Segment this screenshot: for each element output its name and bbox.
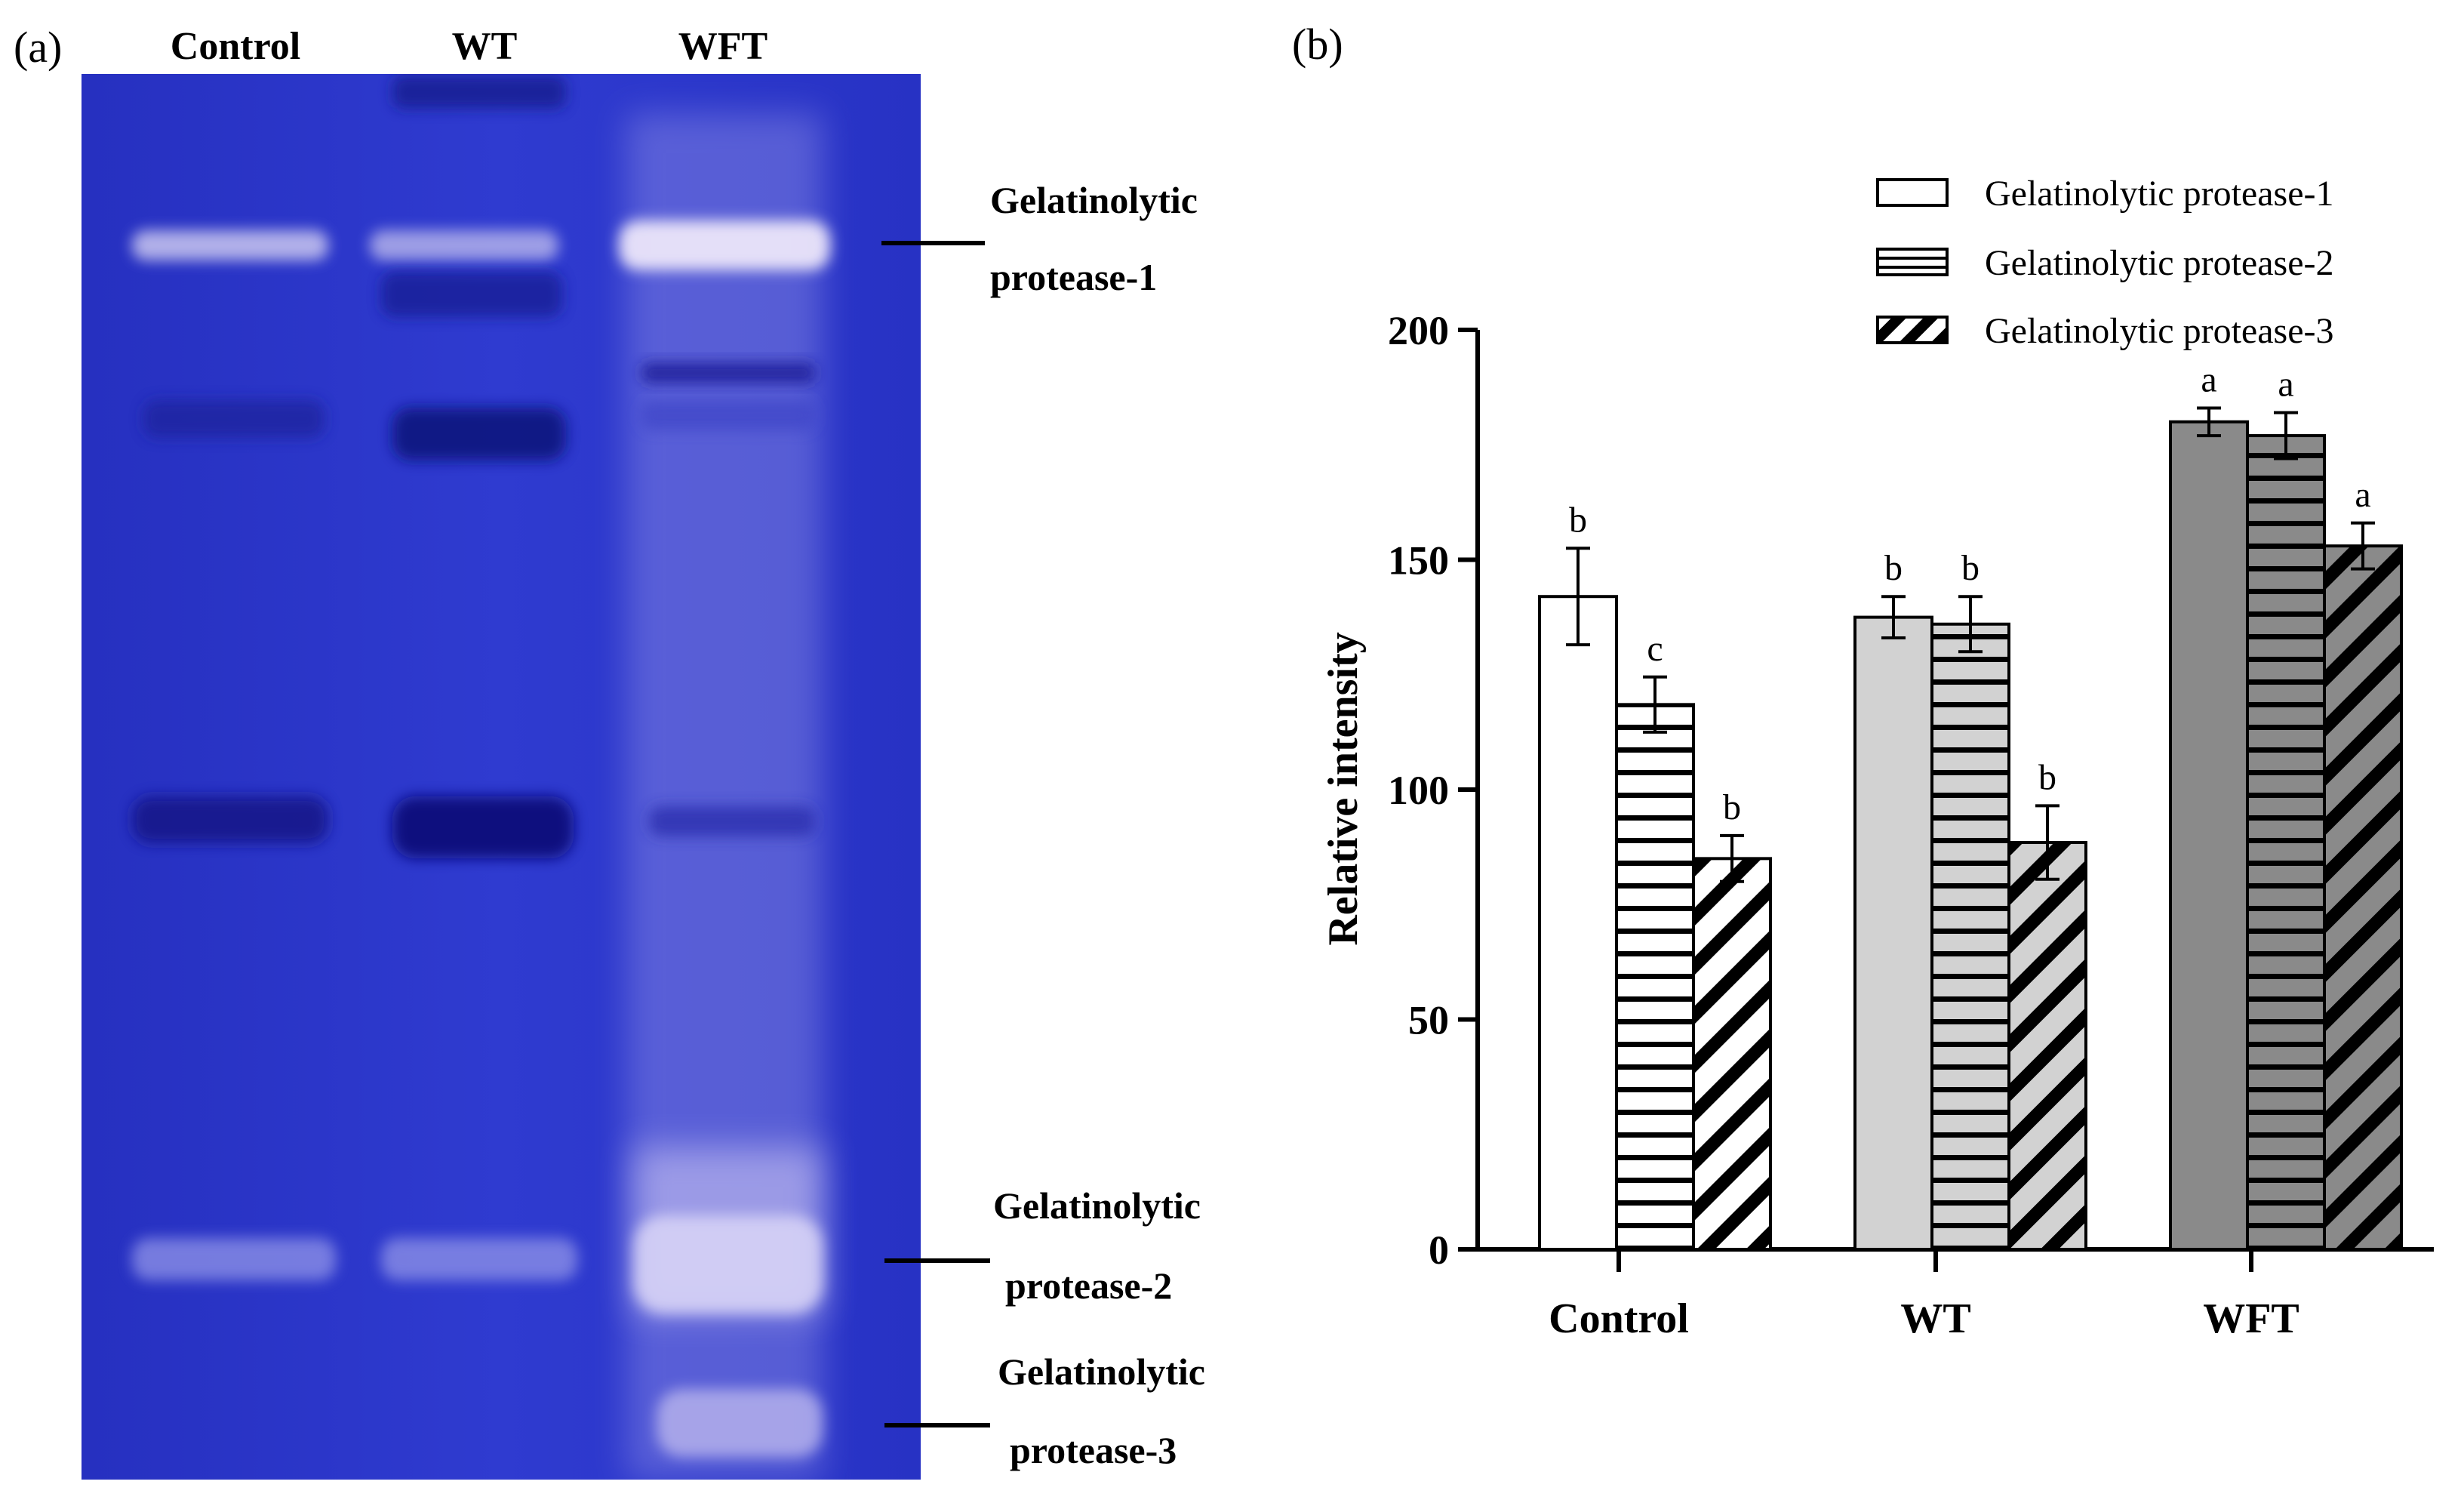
significance-letter: c: [1647, 629, 1663, 669]
panel-a-label: (a): [14, 23, 62, 72]
gel-band-p2-wt: [381, 1238, 577, 1280]
bar-control-protease-1: [1538, 595, 1618, 1251]
gel-band-p1-wft: [619, 220, 830, 270]
gel-band-dark-wt-3: [392, 408, 566, 460]
y-tick-label: 50: [1408, 998, 1449, 1043]
gel-band-p3-wft: [657, 1389, 823, 1457]
gel-band-dark-wt-1: [392, 75, 566, 109]
gel-lane-label-wft: WFT: [678, 25, 768, 68]
legend-swatch-protease-1: [1876, 178, 1949, 207]
gel-lane-label-control: Control: [171, 25, 300, 68]
gel-band-dark-wft-2: [641, 400, 815, 430]
gel-band-mid-control: [132, 796, 328, 843]
gel-band-label-p2-line2: protease-2: [1005, 1264, 1172, 1307]
gel-band-mid-wt: [392, 796, 574, 858]
y-tick-label: 200: [1388, 308, 1449, 353]
y-tick-label: 0: [1429, 1227, 1449, 1273]
y-tick-label: 150: [1388, 538, 1449, 584]
bar-control-protease-3: [1692, 857, 1772, 1251]
bar-chart: 0 50 100 150 200 Control WT WFT Relative intensi…: [1320, 174, 2434, 1342]
gel-band-dark-control-1: [143, 400, 325, 438]
significance-letter: b: [1723, 787, 1741, 827]
significance-letter: a: [2201, 360, 2216, 400]
significance-letter: b: [1884, 548, 1903, 588]
gel-image: [82, 74, 921, 1480]
legend-label-protease-1: Gelatinolytic protease-1: [1985, 174, 2334, 214]
x-tick-label-wft: WFT: [2203, 1295, 2299, 1342]
gel-band-p1-wt: [370, 230, 558, 260]
gel-band-label-p2-line1: Gelatinolytic: [993, 1184, 1201, 1227]
bar-wt-protease-3: [2007, 841, 2087, 1252]
panel-b-label: (b): [1292, 20, 1343, 69]
x-tick-label-control: Control: [1549, 1295, 1689, 1342]
significance-letter: b: [1961, 548, 1980, 588]
gel-band-dark-wt-2: [381, 272, 562, 317]
gel-band-p2-control: [132, 1238, 336, 1280]
bar-wft-protease-3: [2323, 544, 2403, 1251]
legend-label-protease-2: Gelatinolytic protease-2: [1985, 243, 2334, 283]
bar-control-protease-2: [1615, 703, 1695, 1251]
gel-band-dark-wft-1: [641, 362, 815, 383]
gel-band-mid-wft: [649, 806, 815, 836]
gel-band-label-p1-line2: protease-1: [990, 256, 1157, 298]
significance-letter: b: [1569, 500, 1587, 540]
gel-band-label-p1-line1: Gelatinolytic: [990, 179, 1198, 221]
x-tick-label-wt: WT: [1900, 1295, 1970, 1342]
bar-wt-protease-2: [1930, 622, 2010, 1251]
gel-band-label-p3-line2: protease-3: [1010, 1429, 1177, 1471]
significance-letter: a: [2278, 365, 2293, 405]
legend-swatch-protease-3: [1876, 316, 1949, 344]
gel-band-label-p3-line1: Gelatinolytic: [998, 1350, 1205, 1393]
legend-label-protease-3: Gelatinolytic protease-3: [1985, 311, 2334, 351]
bar-wft-protease-1: [2169, 420, 2249, 1251]
gel-lane-label-wt: WT: [452, 25, 518, 68]
bar-wt-protease-1: [1853, 615, 1933, 1251]
gel-band-p1-control: [132, 230, 328, 260]
legend-swatch-protease-2: [1876, 248, 1949, 276]
bar-wft-protease-2: [2246, 434, 2326, 1252]
gel-band-p2-wft: [634, 1215, 823, 1314]
y-axis-title: Relative intensity: [1320, 632, 1367, 945]
significance-letter: b: [2038, 757, 2056, 797]
significance-letter: a: [2355, 475, 2370, 515]
y-tick-label: 100: [1388, 768, 1449, 813]
